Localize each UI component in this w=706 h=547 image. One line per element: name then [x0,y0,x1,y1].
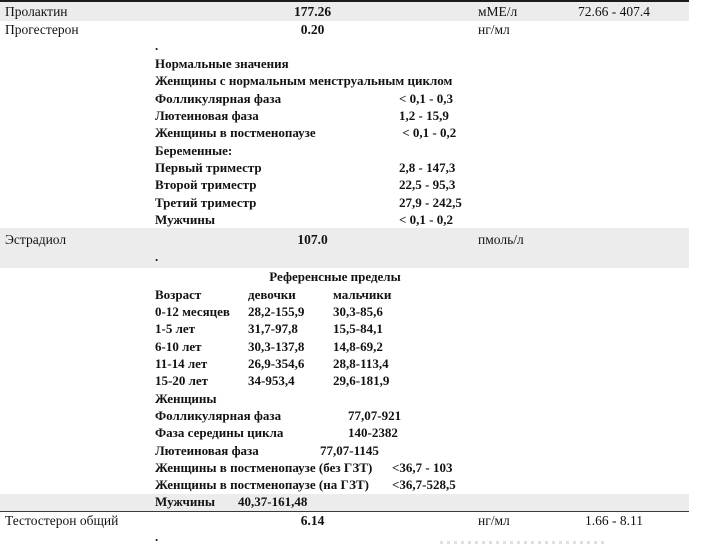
lab-row-prolactin: Пролактин 177.26 мМЕ/л 72.66 - 407.4 [0,0,689,21]
boys-range-cell: 30,3-85,6 [333,303,383,319]
comment-label: Мужчины [155,211,215,227]
comment-value: 40,37-161,48 [238,493,308,509]
analyte-unit: нг/мл [478,512,510,528]
comment-label: Первый триместр [155,159,262,175]
age-reference-table: Возраст девочки мальчики 0-12 месяцев 28… [155,286,706,390]
women-section-header: Женщины [155,390,217,406]
comment-value: 22,5 - 95,3 [399,177,456,193]
comment-dot: . [155,249,159,265]
comment-value: 27,9 - 242,5 [399,194,462,210]
comment-label: Фаза середины цикла [155,425,284,441]
boys-range-cell: 14,8-69,2 [333,338,383,354]
comment-subtitle: Женщины с нормальным менструальным цикло… [155,73,453,89]
comment-label: Беременные: [155,142,233,158]
analyte-name: Эстрадиол [5,232,67,248]
comment-value: <36,7 - 103 [392,459,453,475]
comment-value: 77,07-921 [348,407,402,423]
comment-value: 2,8 - 147,3 [399,159,456,175]
analyte-unit: пмоль/л [478,232,524,248]
comment-dot: . [155,528,159,544]
comment-line: Второй триместр 22,5 - 95,3 [155,176,706,193]
analyte-reference-range: 72.66 - 407.4 [578,3,650,19]
age-cell: 11-14 лет [155,355,208,371]
men-range-band: Мужчины 40,37-161,48 [0,493,689,512]
lab-row-testosterone: Тестостерон общий 6.14 нг/мл 1.66 - 8.11 [0,512,689,530]
comment-line: Женщины в постменопаузе (без ГЗТ) <36,7 -… [155,459,706,476]
age-cell: 0-12 месяцев [155,303,230,319]
comment-value: <36,7-528,5 [392,477,456,493]
comment-label: Женщины в постменопаузе (без ГЗТ) [155,459,373,475]
boys-range-cell: 15,5-84,1 [333,321,383,337]
girls-range-cell: 26,9-354,6 [248,355,305,371]
comment-line: Мужчины 40,37-161,48 [155,494,689,510]
comment-label: Мужчины [155,493,215,509]
analyte-value: 107.0 [297,232,328,248]
analyte-name: Прогестерон [5,22,79,37]
comment-line: Женщины в постменопаузе (на ГЗТ) <36,7-52… [155,476,706,493]
comment-label: Женщины в постменопаузе (на ГЗТ) [155,477,369,493]
girls-range-cell: 30,3-137,8 [248,338,305,354]
comment-label: Лютеиновая фаза [155,107,259,123]
lab-row-progesterone: Прогестерон 0.20 нг/мл [0,21,689,39]
comment-value: < 0,1 - 0,2 [399,211,453,227]
comment-line: Третий триместр 27,9 - 242,5 [155,194,706,211]
comment-label: Фолликулярная фаза [155,407,282,423]
comment-label: Третий триместр [155,194,257,210]
girls-range-cell: 28,2-155,9 [248,303,305,319]
comment-title: Нормальные значения [155,56,289,71]
comment-line: Первый триместр 2,8 - 147,3 [155,159,706,176]
analyte-value: 177.26 [293,3,332,19]
comment-value: 140-2382 [348,425,398,441]
age-cell: 1-5 лет [155,321,196,337]
analyte-name: Тестостерон общий [5,512,119,528]
comment-line: Лютеиновая фаза 1,2 - 15,9 [155,107,706,124]
lab-row-estradiol: Эстрадиол 107.0 пмоль/л [0,230,689,250]
comment-dot: . [155,38,159,53]
comment-label: Второй триместр [155,177,257,193]
comment-line: Женщины в постменопаузе < 0,1 - 0,2 [155,124,706,141]
page-cutoff-artifact [440,541,605,544]
progesterone-comment-block: . Нормальные значения Женщины с нормальн… [0,39,706,228]
comment-value: < 0,1 - 0,3 [399,90,453,106]
comment-line: Фолликулярная фаза < 0,1 - 0,3 [155,90,706,107]
age-cell: 15-20 лет [155,373,209,389]
boys-col-header: мальчики [333,286,392,302]
girls-col-header: девочки [248,286,296,302]
age-cell: 6-10 лет [155,338,202,354]
age-col-header: Возраст [155,286,202,302]
comment-label: Женщины в постменопаузе [155,125,316,141]
comment-value: < 0,1 - 0,2 [399,125,457,141]
comment-value: 1,2 - 15,9 [399,107,449,123]
comment-line: Фолликулярная фаза 77,07-921 [155,407,706,424]
analyte-value: 0.20 [300,22,325,37]
comment-label: Фолликулярная фаза [155,90,282,106]
analyte-value: 6.14 [300,512,325,528]
reference-limits-title: Референсные пределы [269,269,401,285]
girls-range-cell: 31,7-97,8 [248,321,298,337]
lab-row-estradiol-band: Эстрадиол 107.0 пмоль/л . [0,228,689,269]
comment-value: 77,07-1145 [320,442,379,458]
girls-range-cell: 34-953,4 [248,373,295,389]
boys-range-cell: 29,6-181,9 [333,373,390,389]
analyte-unit: нг/мл [478,22,510,37]
comment-line: Фаза середины цикла 140-2382 [155,424,706,441]
analyte-name: Пролактин [5,3,68,19]
analyte-reference-range: 1.66 - 8.11 [585,512,643,528]
comment-line: Беременные: [155,142,706,159]
boys-range-cell: 28,8-113,4 [333,355,389,371]
analyte-unit: мМЕ/л [478,3,518,19]
estradiol-comment-block: Референсные пределы Возраст девочки маль… [0,268,706,493]
comment-line: Лютеиновая фаза 77,07-1145 [155,442,706,459]
comment-line: Мужчины < 0,1 - 0,2 [155,211,706,228]
comment-label: Лютеиновая фаза [155,442,259,458]
